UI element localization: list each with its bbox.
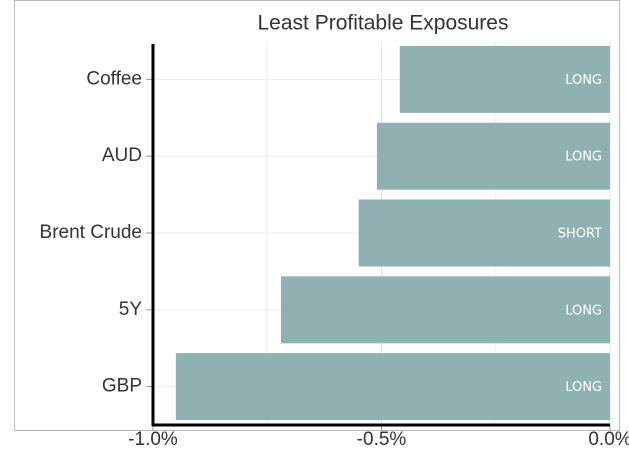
bar-label: LONG [565, 303, 602, 318]
y-tick-label: 5Y [119, 299, 143, 320]
y-tick-label: AUD [102, 145, 142, 166]
bar [376, 122, 610, 190]
bar [280, 276, 610, 344]
x-tick-label: 0.0% [588, 429, 629, 450]
bar-label: SHORT [558, 227, 602, 242]
bar [358, 199, 610, 267]
y-tick-label: Brent Crude [40, 222, 142, 243]
bar-label: LONG [565, 73, 602, 88]
chart-title: Least Profitable Exposures [258, 12, 509, 35]
bar [175, 353, 610, 421]
bar-label: LONG [565, 150, 602, 165]
x-tick-label: -1.0% [128, 429, 178, 450]
y-tick-label: Coffee [86, 68, 142, 89]
y-tick-label: GBP [102, 376, 142, 397]
frame [14, 0, 620, 431]
x-tick-label: -0.5% [357, 429, 407, 450]
bar-label: LONG [565, 380, 602, 395]
bar [399, 45, 610, 113]
